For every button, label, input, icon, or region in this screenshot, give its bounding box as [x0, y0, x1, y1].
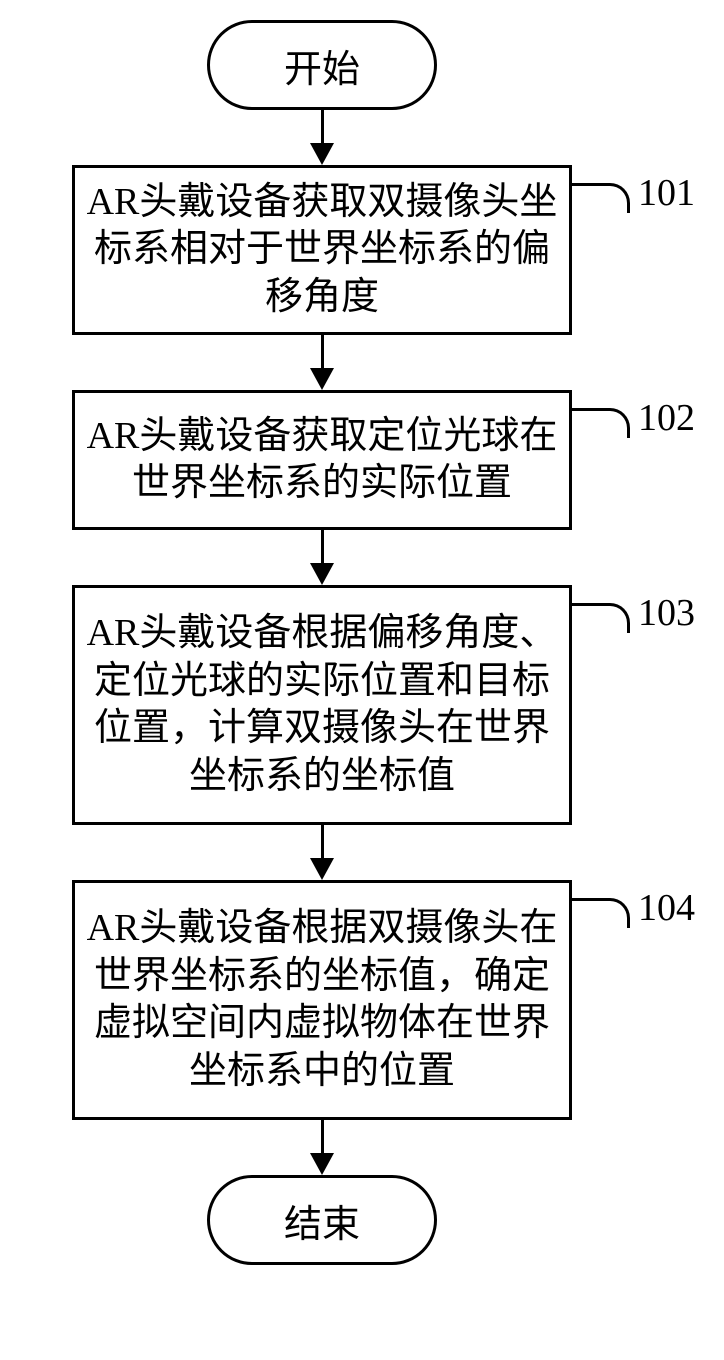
step-connector — [570, 408, 630, 438]
flow-arrow — [321, 530, 324, 565]
step-connector — [570, 183, 630, 213]
end-label: 结束 — [284, 1193, 360, 1248]
process-step-text: AR头戴设备根据偏移角度、定位光球的实际位置和目标位置，计算双摄像头在世界坐标系… — [85, 610, 559, 800]
flow-arrowhead — [310, 368, 334, 390]
start-node: 开始 — [207, 20, 437, 110]
flow-arrowhead — [310, 1153, 334, 1175]
step-number: 104 — [638, 886, 695, 930]
end-node: 结束 — [207, 1175, 437, 1265]
flow-arrow — [321, 110, 324, 145]
process-step-text: AR头戴设备获取双摄像头坐标系相对于世界坐标系的偏移角度 — [85, 179, 559, 322]
process-step-3: AR头戴设备根据偏移角度、定位光球的实际位置和目标位置，计算双摄像头在世界坐标系… — [72, 585, 572, 825]
step-connector — [570, 603, 630, 633]
step-number: 103 — [638, 591, 695, 635]
process-step-2: AR头戴设备获取定位光球在世界坐标系的实际位置 — [72, 390, 572, 530]
process-step-1: AR头戴设备获取双摄像头坐标系相对于世界坐标系的偏移角度 — [72, 165, 572, 335]
flow-arrow — [321, 1120, 324, 1155]
start-label: 开始 — [284, 38, 360, 93]
step-number: 101 — [638, 171, 695, 215]
process-step-text: AR头戴设备根据双摄像头在世界坐标系的坐标值，确定虚拟空间内虚拟物体在世界坐标系… — [85, 905, 559, 1095]
step-number: 102 — [638, 396, 695, 440]
step-connector — [570, 898, 630, 928]
flow-arrowhead — [310, 143, 334, 165]
flow-arrow — [321, 335, 324, 370]
flow-arrowhead — [310, 563, 334, 585]
process-step-4: AR头戴设备根据双摄像头在世界坐标系的坐标值，确定虚拟空间内虚拟物体在世界坐标系… — [72, 880, 572, 1120]
flow-arrowhead — [310, 858, 334, 880]
flow-arrow — [321, 825, 324, 860]
process-step-text: AR头戴设备获取定位光球在世界坐标系的实际位置 — [85, 413, 559, 508]
